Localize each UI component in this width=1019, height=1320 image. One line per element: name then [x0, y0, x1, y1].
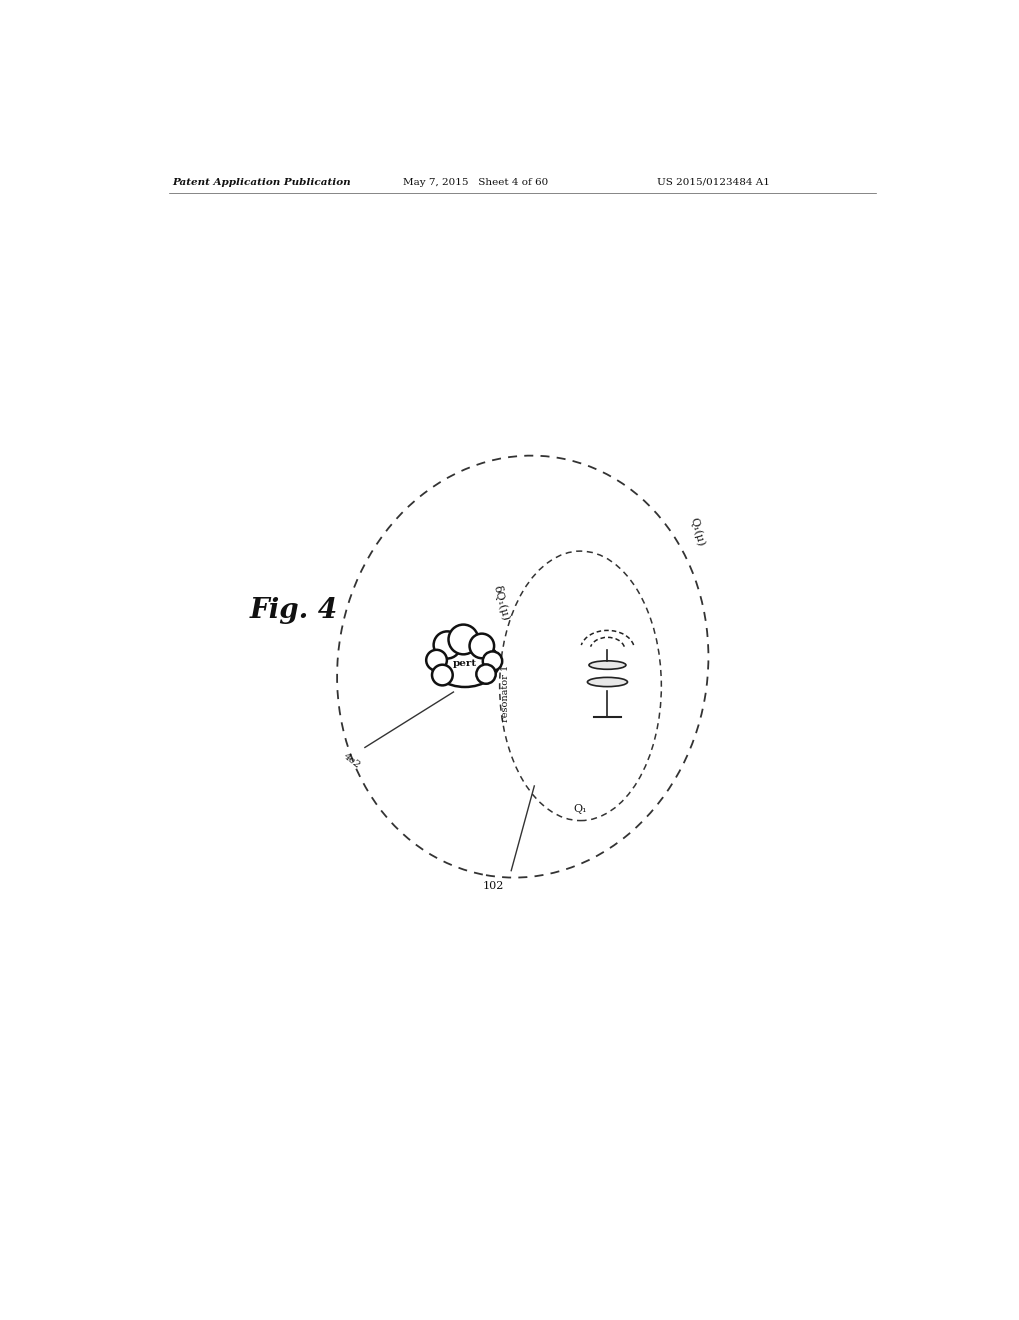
Circle shape	[469, 634, 493, 659]
Ellipse shape	[431, 639, 498, 686]
Circle shape	[448, 624, 478, 655]
Circle shape	[433, 631, 461, 659]
Text: May 7, 2015   Sheet 4 of 60: May 7, 2015 Sheet 4 of 60	[403, 178, 548, 186]
Circle shape	[432, 665, 452, 685]
Text: 4c2: 4c2	[341, 751, 362, 770]
Ellipse shape	[588, 661, 626, 669]
Circle shape	[476, 664, 495, 684]
Text: δQ₁(μ): δQ₁(μ)	[491, 583, 512, 622]
Text: Q₁: Q₁	[574, 804, 587, 814]
Text: Q₁(μ): Q₁(μ)	[688, 516, 705, 548]
Text: Patent Application Publication: Patent Application Publication	[172, 178, 351, 186]
Circle shape	[482, 652, 501, 671]
Circle shape	[426, 649, 446, 671]
Ellipse shape	[587, 677, 627, 686]
Text: 102: 102	[482, 880, 503, 891]
Text: US 2015/0123484 A1: US 2015/0123484 A1	[657, 178, 769, 186]
Text: pert: pert	[452, 659, 477, 668]
Text: Fig. 4: Fig. 4	[250, 598, 337, 624]
Text: resonator 1: resonator 1	[500, 665, 510, 722]
